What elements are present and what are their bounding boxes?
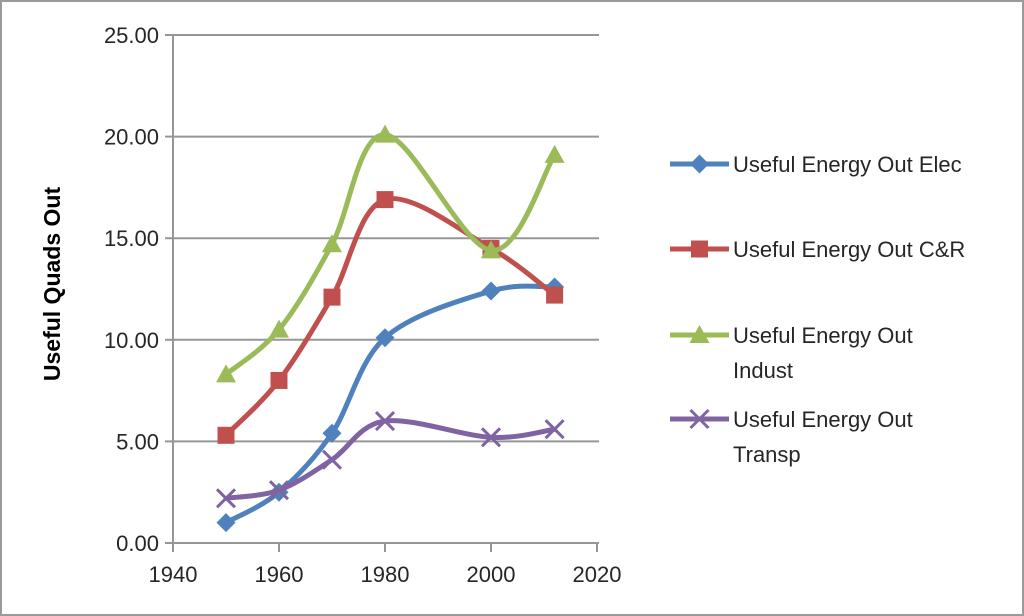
diamond-marker [322,423,342,443]
legend-label: Useful Energy Out C&R [733,237,965,262]
x-tick-label: 2000 [467,562,516,587]
square-marker [546,286,564,304]
series-useful-energy-out-indust [216,124,565,383]
axes: 1940 1960 1980 2000 2020 [149,35,622,587]
x-tick-label: 1940 [149,562,198,587]
x-marker [480,427,502,448]
legend-label: Indust [733,358,793,383]
x-tick-label: 2020 [573,562,622,587]
triangle-marker [216,364,236,383]
y-tick-label: 5.00 [116,429,159,454]
square-marker [217,426,235,444]
y-tick-label: 10.00 [104,328,159,353]
x-marker [374,411,396,432]
series-useful-energy-out-transp [215,411,565,509]
square-marker [323,288,341,306]
x-tick-label: 1980 [361,562,410,587]
x-marker [689,408,710,430]
series-line-useful-energy-out-c-r [223,196,558,438]
legend-item-useful-energy-out-indust: Useful Energy Out Indust [670,323,913,383]
y-axis-title: Useful Quads Out [39,187,65,382]
x-marker [321,449,343,470]
x-marker [268,480,290,501]
square-marker [376,191,394,209]
diamond-marker [690,154,709,174]
chart-generated: 0.00 5.00 10.00 15.00 20.00 25.00 1940 1960 1980… [104,23,965,587]
triangle-marker [481,240,501,259]
y-tick-label: 25.00 [104,23,159,48]
y-tick-label: 15.00 [104,226,159,251]
triangle-marker [544,144,565,163]
triangle-marker [375,124,395,143]
x-marker [215,488,237,509]
legend-item-useful-energy-out-c-r: Useful Energy Out C&R [670,237,965,262]
legend-item-useful-energy-out-transp: Useful Energy Out Transp [670,407,913,467]
x-tick-label: 1960 [255,562,304,587]
legend-item-useful-energy-out-elec: Useful Energy Out Elec [670,152,962,177]
gridlines: 0.00 5.00 10.00 15.00 20.00 25.00 [104,23,599,556]
triangle-marker [322,234,342,253]
diamond-marker [216,513,236,533]
legend-label: Useful Energy Out [733,407,913,432]
triangle-marker [689,325,710,343]
series-useful-energy-out-c-r [217,191,564,444]
y-tick-label: 20.00 [104,125,159,150]
legend-label: Transp [733,442,801,467]
square-marker [270,371,288,389]
legend-label: Useful Energy Out [733,323,913,348]
diamond-marker [481,281,501,301]
square-marker [691,240,708,258]
diamond-marker [375,328,395,348]
triangle-marker [269,319,289,338]
legend-label: Useful Energy Out Elec [733,152,962,177]
x-marker [544,419,565,440]
legend: Useful Energy Out Elec Useful Energy Out … [670,152,965,467]
y-tick-label: 0.00 [116,531,159,556]
